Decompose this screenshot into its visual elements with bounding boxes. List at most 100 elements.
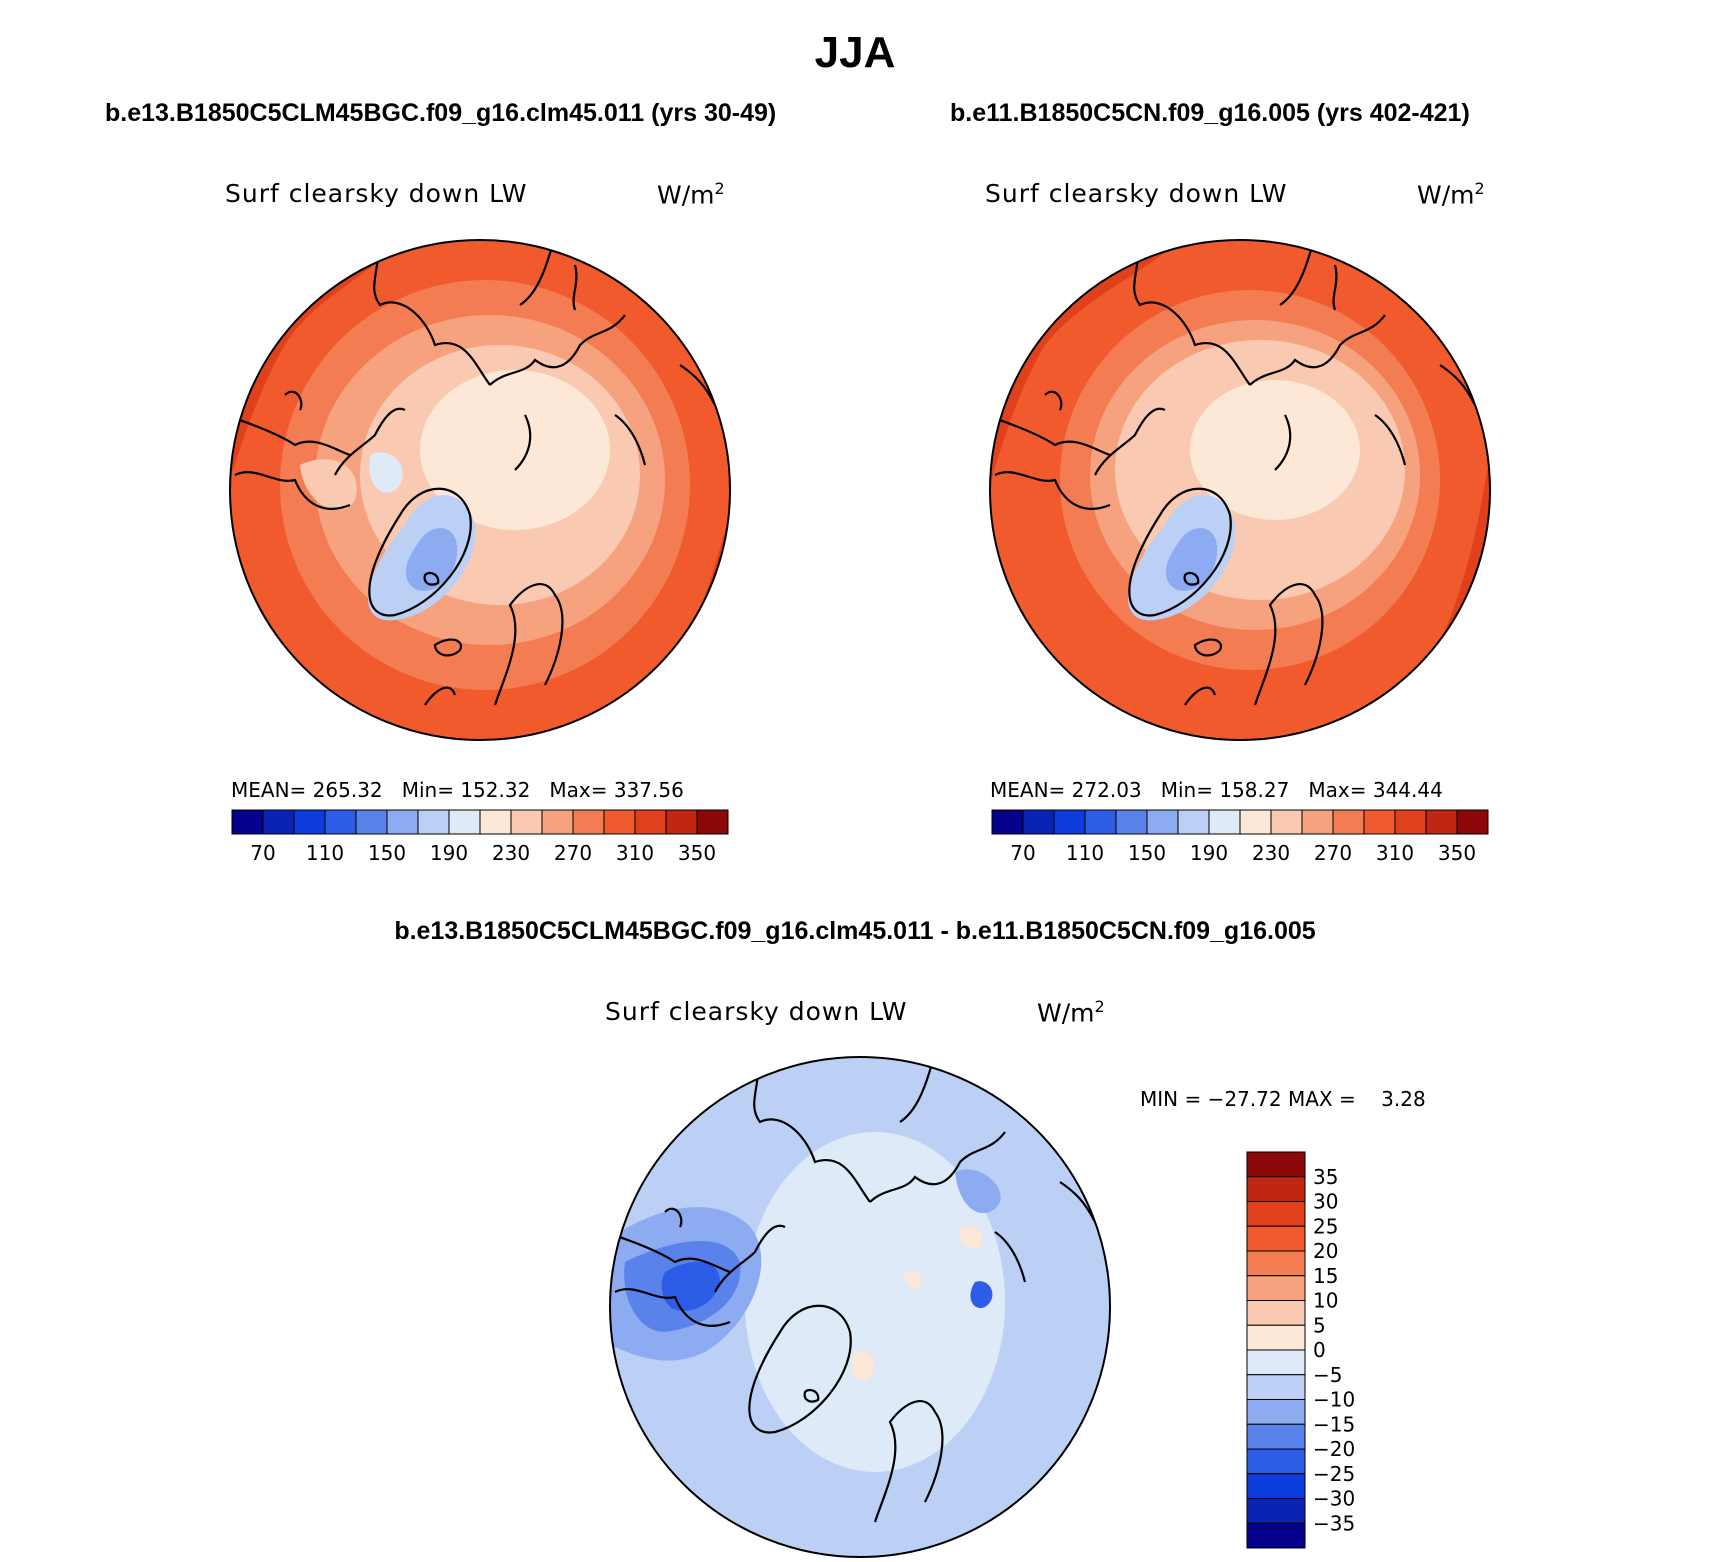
left-min-value: 152.32 xyxy=(460,778,531,802)
right-colorbar-tick-label: 350 xyxy=(1438,841,1476,865)
right-colorbar-tick-label: 310 xyxy=(1376,841,1414,865)
diff-field-positive-1 xyxy=(959,1226,984,1249)
right-colorbar-tick-label: 270 xyxy=(1314,841,1352,865)
diff-colorbar-swatch xyxy=(1246,1324,1306,1351)
right-colorbar-swatch xyxy=(1208,809,1241,835)
diff-colorbar-swatch xyxy=(1246,1522,1306,1549)
diff-colorbar-swatch xyxy=(1246,1349,1306,1376)
diff-colorbar-tick-label: 25 xyxy=(1313,1214,1338,1238)
right-case-title: b.e11.B1850C5CN.f09_g16.005 (yrs 402-421… xyxy=(950,99,1470,127)
right-units-base: W/m xyxy=(1417,180,1475,210)
diff-colorbar-tick-label: −20 xyxy=(1313,1437,1355,1461)
left-colorbar-swatch xyxy=(603,809,636,835)
right-mean-value: 272.03 xyxy=(1071,778,1142,802)
diff-max-label: MAX = xyxy=(1287,1087,1363,1111)
diff-colorbar-swatch xyxy=(1246,1374,1306,1400)
right-units-exp: 2 xyxy=(1474,179,1485,198)
diff-max-value: 3.28 xyxy=(1381,1087,1426,1111)
left-variable-label: Surf clearsky down LW xyxy=(225,179,528,208)
left-colorbar-swatch xyxy=(386,809,419,835)
diff-colorbar-swatch xyxy=(1246,1225,1306,1252)
diff-field-m5 xyxy=(745,1132,1005,1472)
diff-colorbar-tick-label: 35 xyxy=(1313,1165,1338,1189)
diff-colorbar-tick-label: 10 xyxy=(1313,1289,1338,1313)
diff-variable-label: Surf clearsky down LW xyxy=(605,997,908,1026)
left-field-greenland-170 xyxy=(405,528,458,591)
diff-colorbar-tick-label: −30 xyxy=(1313,1487,1355,1511)
left-max-label: Max= xyxy=(549,778,614,802)
left-colorbar-swatch xyxy=(417,809,450,835)
left-colorbar-swatch xyxy=(293,809,326,835)
right-colorbar-swatch xyxy=(1177,809,1210,835)
right-map-border xyxy=(989,239,1491,741)
right-colorbar-tick-label: 70 xyxy=(1010,841,1035,865)
left-map-border xyxy=(229,239,731,741)
left-colorbar-swatch xyxy=(634,809,667,835)
right-units-label: W/m2 xyxy=(1417,179,1485,209)
left-colorbar-tick-label: 110 xyxy=(306,841,344,865)
right-colorbar-tick-label: 190 xyxy=(1190,841,1228,865)
diff-colorbar-swatch xyxy=(1246,1498,1306,1524)
right-colorbar-swatch xyxy=(1239,809,1272,835)
diff-colorbar-swatch xyxy=(1246,1473,1306,1499)
left-colorbar-tick-label: 350 xyxy=(678,841,716,865)
right-min-label: Min= xyxy=(1160,778,1220,802)
left-field-canada-250 xyxy=(300,459,357,510)
left-units-base: W/m xyxy=(657,180,715,210)
diff-colorbar-swatch xyxy=(1246,1250,1306,1277)
left-mean-value: 265.32 xyxy=(312,778,383,802)
right-field-230 xyxy=(1190,380,1360,520)
diff-colorbar-tick-label: 15 xyxy=(1313,1264,1338,1288)
left-mean-label: MEAN= xyxy=(231,778,313,802)
right-colorbar-swatch xyxy=(1084,809,1117,835)
left-stats: MEAN= 265.32 Min= 152.32 Max= 337.56 xyxy=(231,778,684,802)
left-colorbar-swatch xyxy=(696,809,729,835)
diff-title: b.e13.B1850C5CLM45BGC.f09_g16.clm45.011 … xyxy=(394,917,1316,945)
diff-colorbar-tick-label: −15 xyxy=(1313,1412,1355,1436)
diff-colorbar-tick-label: −5 xyxy=(1313,1363,1342,1387)
right-colorbar-swatch xyxy=(1022,809,1055,835)
left-colorbar: 70 110 150 190 230 270 310 350 xyxy=(231,809,729,865)
diff-colorbar-swatch xyxy=(1246,1423,1306,1450)
diff-units-label: W/m2 xyxy=(1037,997,1105,1027)
left-colorbar-tick-label: 230 xyxy=(492,841,530,865)
diff-field-m25b xyxy=(970,1281,993,1308)
left-case-title: b.e13.B1850C5CLM45BGC.f09_g16.clm45.011 … xyxy=(105,99,777,127)
right-colorbar-swatch xyxy=(1425,809,1458,835)
left-colorbar-swatch xyxy=(510,809,543,835)
left-min-label: Min= xyxy=(401,778,461,802)
right-max-label: Max= xyxy=(1308,778,1373,802)
left-polar-map xyxy=(229,239,731,741)
right-field-greenland-170 xyxy=(1165,528,1218,591)
right-colorbar-tick-label: 150 xyxy=(1128,841,1166,865)
right-colorbar-swatch xyxy=(1363,809,1396,835)
right-colorbar-swatch xyxy=(1053,809,1086,835)
right-colorbar-tick-label: 230 xyxy=(1252,841,1290,865)
right-variable-label: Surf clearsky down LW xyxy=(985,179,1288,208)
right-colorbar-swatch xyxy=(1146,809,1179,835)
diff-colorbar-tick-label: −25 xyxy=(1313,1462,1355,1486)
diff-map-border xyxy=(609,1056,1111,1558)
left-colorbar-swatch xyxy=(541,809,574,835)
diff-field-positive-2 xyxy=(851,1351,875,1381)
diff-colorbar-swatch xyxy=(1246,1176,1306,1202)
left-colorbar-tick-label: 270 xyxy=(554,841,592,865)
diff-colorbar-swatch xyxy=(1246,1275,1306,1301)
left-colorbar-swatch xyxy=(479,809,512,835)
right-mean-label: MEAN= xyxy=(990,778,1072,802)
left-colorbar-swatch xyxy=(665,809,698,835)
right-colorbar-swatch xyxy=(1115,809,1148,835)
page-title: JJA xyxy=(814,28,896,77)
right-colorbar-swatch xyxy=(1394,809,1427,835)
right-colorbar-swatch xyxy=(991,809,1024,835)
diff-colorbar-tick-label: 5 xyxy=(1313,1313,1326,1337)
left-colorbar-tick-label: 310 xyxy=(616,841,654,865)
left-colorbar-swatch xyxy=(231,809,264,835)
left-units-label: W/m2 xyxy=(657,179,725,209)
right-colorbar: 70 110 150 190 230 270 310 350 xyxy=(991,809,1489,865)
diff-gap2 xyxy=(1362,1087,1381,1111)
diff-units-exp: 2 xyxy=(1094,997,1105,1016)
diff-min-label: MIN = xyxy=(1140,1087,1208,1111)
left-colorbar-swatch xyxy=(324,809,357,835)
